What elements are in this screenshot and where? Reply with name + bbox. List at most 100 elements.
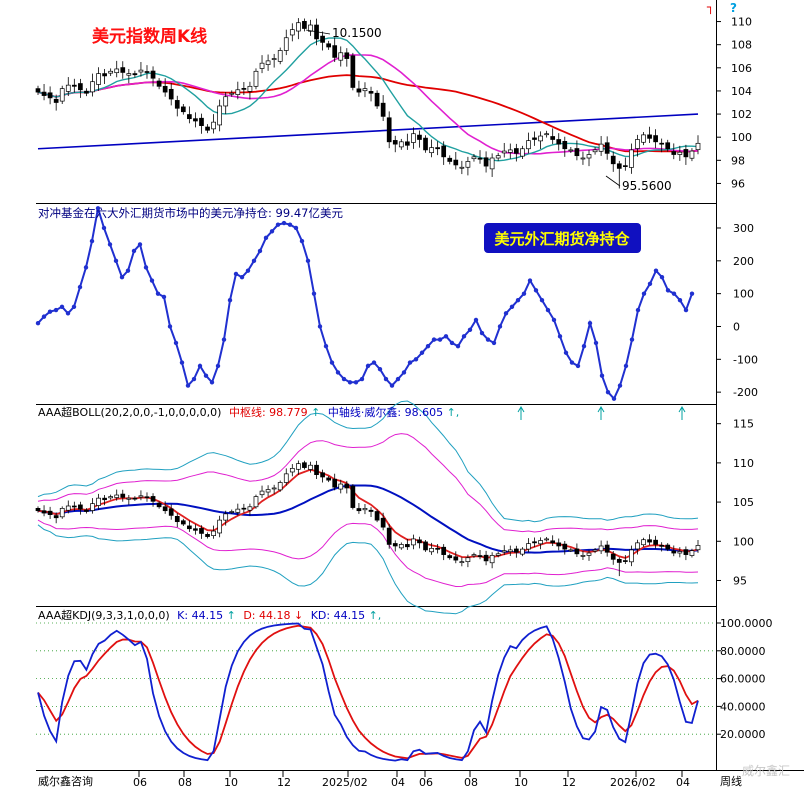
kline-candle-107	[683, 144, 689, 165]
kline-ma-mid	[37, 54, 699, 155]
boll-body-106	[677, 551, 683, 554]
net-position-point-25	[185, 383, 191, 388]
kline-uptrend-line	[37, 113, 699, 150]
kline-candle-99	[635, 134, 640, 157]
boll-body-81	[526, 543, 531, 550]
boll-body-84	[544, 538, 549, 541]
boll-body-98	[629, 549, 634, 563]
boll-candle-48	[326, 475, 331, 483]
kline-candle-108	[689, 148, 695, 162]
net-position-point-14	[119, 275, 125, 280]
boll-body-107	[683, 549, 689, 555]
net-position-panel: 300 200 100 0 -100 -200 对冲基金在六大外汇期货市场中的美元净持仓:…	[35, 206, 758, 401]
kline-body-96	[616, 163, 622, 169]
high-pointer	[305, 29, 331, 35]
boll-candle-82	[532, 537, 537, 548]
boll-body-55	[368, 509, 374, 512]
kline-body-101	[647, 134, 652, 139]
boll-candle-108	[689, 548, 695, 558]
kline-body-107	[683, 149, 689, 158]
net-position-point-42	[287, 222, 293, 227]
boll-body-95	[610, 553, 616, 560]
boll-candle-0	[35, 506, 41, 513]
boll-ytick-label-0: 115	[733, 418, 754, 431]
kline-body-14	[120, 67, 126, 73]
kline-body-81	[526, 140, 531, 150]
boll-candle-105	[671, 545, 677, 557]
boll-body-104	[665, 544, 671, 550]
boll-candle-95	[610, 551, 616, 565]
kline-body-21	[162, 85, 168, 93]
kline-candle-54	[362, 82, 368, 98]
net-position-point-5	[65, 311, 71, 316]
boll-body-47	[320, 472, 325, 478]
kline-candle-70	[459, 160, 465, 175]
kline-body-3	[53, 98, 59, 103]
net-position-point-32	[227, 298, 233, 303]
boll-candle-4	[59, 506, 65, 519]
kline-candle-94	[604, 136, 610, 160]
boll-signal-arrows	[517, 406, 686, 420]
boll-candle-11	[102, 495, 107, 506]
boll-body-38	[265, 489, 271, 493]
boll-body-73	[477, 555, 483, 557]
kline-candle-84	[544, 130, 549, 138]
boll-body-105	[671, 550, 677, 554]
boll-candle-67	[441, 544, 447, 561]
kdj-k-label: K: 44.15	[177, 609, 223, 622]
net-ytick-label-1: 200	[733, 255, 754, 268]
net-position-point-22	[167, 324, 173, 329]
boll-candle-69	[453, 551, 459, 564]
net-position-point-15	[125, 268, 131, 273]
kline-candle-102	[653, 129, 658, 149]
boll-candle-17	[138, 490, 144, 501]
net-position-point-76	[491, 340, 497, 346]
net-position-point-39	[269, 229, 275, 234]
kline-candle-109	[695, 135, 701, 155]
boll-candle-65	[429, 542, 434, 555]
boll-body-96	[616, 558, 622, 563]
boll-candle-13	[114, 489, 120, 501]
boll-candle-9	[90, 498, 95, 514]
boll-body-50	[338, 483, 344, 490]
boll-body-74	[483, 554, 489, 562]
net-position-point-4	[59, 304, 65, 309]
kline-candle-37	[259, 55, 265, 74]
kline-body-97	[622, 165, 628, 167]
boll-ytick-label-3: 100	[733, 535, 754, 548]
kline-candle-53	[356, 80, 362, 97]
kline-body-23	[174, 100, 180, 109]
boll-body-59	[392, 543, 398, 547]
kline-candle-43	[296, 18, 301, 40]
net-position-point-31	[221, 337, 227, 342]
xtick-label-9: 12	[562, 776, 576, 789]
net-position-point-80	[515, 298, 521, 303]
net-position-point-73	[473, 317, 479, 323]
net-position-point-40	[275, 222, 281, 227]
kline-candle-72	[471, 153, 477, 162]
kline-body-27	[199, 117, 204, 126]
boll-candle-56	[374, 509, 380, 523]
boll-candle-107	[683, 546, 689, 561]
kline-candle-91	[586, 149, 592, 167]
net-position-point-6	[71, 304, 77, 309]
kline-candle-97	[622, 157, 628, 171]
net-position-point-86	[551, 317, 557, 323]
kline-candle-63	[417, 130, 422, 148]
kline-candle-74	[483, 151, 489, 173]
boll-body-66	[435, 547, 440, 550]
boll-arrow-head-2	[678, 406, 686, 413]
net-position-point-53	[353, 380, 359, 385]
boll-candle-37	[259, 485, 265, 498]
xtick-label-7: 08	[464, 776, 478, 789]
kline-body-98	[629, 149, 634, 168]
net-position-point-107	[677, 298, 683, 303]
net-position-point-41	[281, 220, 287, 226]
boll-candle-81	[526, 538, 531, 553]
xtick-label-3: 12	[277, 776, 291, 789]
kline-candle-66	[435, 141, 440, 156]
source-label: 威尔鑫咨询	[38, 774, 93, 788]
boll-body-9	[90, 503, 95, 511]
net-position-point-50	[335, 370, 341, 375]
kline-candle-48	[326, 40, 331, 50]
